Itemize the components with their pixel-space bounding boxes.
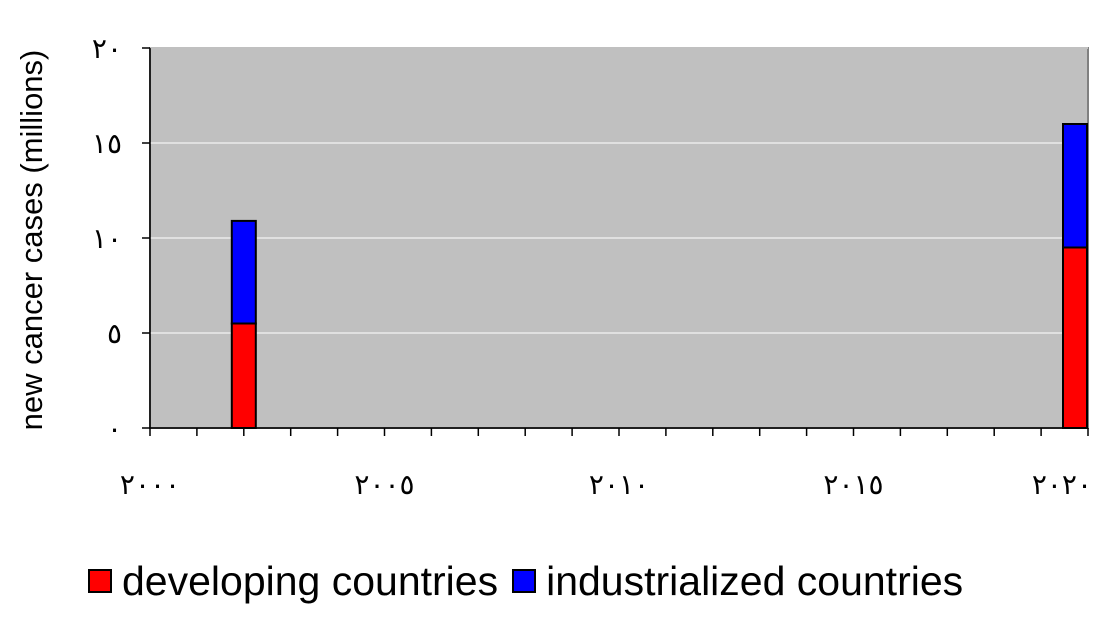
y-tick-label: ١٥: [92, 127, 122, 160]
bar-developing-2020: [1062, 246, 1088, 429]
y-tick-label: ٢٠: [92, 32, 122, 65]
x-tick-label: ٢٠٢٠: [1032, 468, 1092, 501]
y-axis-title: new cancer cases (millions): [14, 50, 49, 431]
y-tick-labels: ٠ ٥ ١٠ ١٥ ٢٠: [92, 32, 122, 445]
legend-label-developing: developing countries: [122, 557, 499, 604]
bar-developing-2002: [230, 322, 257, 429]
x-tick-labels: ٢٠٠٠ ٢٠٠٥ ٢٠١٠ ٢٠١٥ ٢٠٢٠: [120, 468, 1092, 501]
y-tick-label: ١٠: [92, 222, 122, 255]
legend-swatch-developing: [88, 569, 112, 593]
legend-swatch-industrialized: [512, 569, 537, 593]
x-tick-label: ٢٠٠٥: [354, 468, 414, 501]
gridlines: [150, 47, 1088, 334]
x-tick-label: ٢٠١٥: [823, 468, 883, 501]
bar-industrialized-2020: [1062, 123, 1088, 249]
legend-label-industrialized: industrialized countries: [546, 557, 964, 604]
bar-industrialized-2002: [230, 219, 257, 325]
legend-item-industrialized: industrialized countries: [512, 558, 963, 605]
axes: [142, 47, 1089, 436]
legend-item-developing: developing countries: [88, 558, 498, 605]
x-tick-label: ٢٠١٠: [589, 468, 649, 501]
legend: developing countries industrialized coun…: [88, 556, 977, 606]
x-tick-label: ٢٠٠٠: [120, 468, 180, 501]
y-tick-label: ٠: [107, 412, 122, 445]
chart: ٠ ٥ ١٠ ١٥ ٢٠ ٢٠٠٠ ٢٠٠٥ ٢٠١٠ ٢٠١٥ ٢٠٢٠ new cancer…: [14, 32, 1092, 501]
y-tick-label: ٥: [107, 317, 122, 350]
